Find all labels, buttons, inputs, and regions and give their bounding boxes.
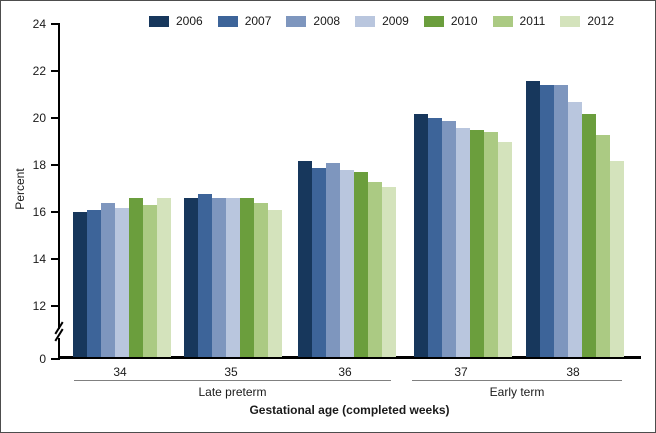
legend-label: 2009 <box>382 14 409 28</box>
bar-37-2011 <box>484 132 498 357</box>
bar-group-38 <box>526 27 624 357</box>
legend-item: 2007 <box>217 14 272 28</box>
category-label: 37 <box>454 365 468 379</box>
y-axis-tick-label: 12 <box>32 299 46 313</box>
legend-swatch <box>423 15 444 27</box>
chart-legend: 2006 2007 2008 2009 2010 2011 2012 <box>149 15 614 27</box>
bar-35-2009 <box>226 198 240 357</box>
category-group-label: Late preterm <box>198 385 267 399</box>
bar-37-2012 <box>498 141 512 357</box>
y-axis-title: Percent <box>13 168 27 210</box>
bar-38-2008 <box>554 85 568 357</box>
x-axis-title: Gestational age (completed weeks) <box>249 403 450 417</box>
bar-38-2007 <box>540 85 554 357</box>
bar-34-2008 <box>101 202 115 357</box>
category-label: 36 <box>338 365 352 379</box>
legend-swatch <box>149 15 169 27</box>
bar-34-2012 <box>157 198 171 357</box>
y-axis-tick-label: 20 <box>32 111 46 125</box>
bar-36-2007 <box>312 167 326 357</box>
bar-35-2010 <box>240 198 254 357</box>
bar-34-2006 <box>73 212 87 357</box>
legend-item: 2009 <box>355 15 409 27</box>
x-axis-labels: 34 35 36 37 38 Late preterm Early term <box>58 359 641 419</box>
y-axis-tick-label: 14 <box>32 252 46 266</box>
category-group-rule <box>74 380 391 381</box>
legend-item: 2011 <box>492 14 546 28</box>
bar-34-2007 <box>87 210 101 357</box>
bar-38-2010 <box>582 113 596 357</box>
legend-swatch <box>560 15 581 27</box>
bar-group-36 <box>298 27 396 357</box>
category-label: 34 <box>113 365 127 379</box>
bar-35-2011 <box>254 202 268 357</box>
bar-38-2011 <box>596 134 610 357</box>
bar-35-2008 <box>212 198 226 357</box>
category-label: 38 <box>566 365 580 379</box>
y-axis-tick <box>51 70 60 72</box>
legend-swatch <box>217 15 238 27</box>
legend-label: 2010 <box>450 14 478 28</box>
legend-label: 2006 <box>176 14 203 28</box>
legend-item: 2006 <box>149 15 203 27</box>
y-axis-tick <box>51 211 60 213</box>
y-axis-tick-label: 24 <box>32 17 46 31</box>
bar-37-2007 <box>428 118 442 357</box>
bar-34-2010 <box>129 198 143 357</box>
legend-item: 2008 <box>286 15 340 27</box>
y-axis-tick <box>51 305 60 307</box>
y-axis-tick <box>51 358 60 360</box>
bar-36-2008 <box>326 163 340 357</box>
x-axis-line <box>58 356 641 359</box>
y-axis-tick-label: 0 <box>39 352 46 366</box>
category-label: 35 <box>224 365 238 379</box>
bar-group-34 <box>73 27 171 357</box>
bar-35-2007 <box>198 193 212 357</box>
bar-37-2006 <box>414 113 428 357</box>
bar-34-2009 <box>115 207 129 357</box>
bar-34-2011 <box>143 205 157 357</box>
y-axis-tick <box>51 258 60 260</box>
legend-swatch <box>286 15 307 27</box>
bar-group-35 <box>184 27 282 357</box>
bar-38-2009 <box>568 101 582 357</box>
y-axis-tick <box>51 23 60 25</box>
y-axis-tick-label: 16 <box>32 205 46 219</box>
bar-35-2006 <box>184 198 198 357</box>
legend-swatch <box>355 15 376 27</box>
y-axis-tick <box>51 117 60 119</box>
bar-37-2009 <box>456 127 470 357</box>
legend-item: 2012 <box>560 15 614 27</box>
legend-label: 2012 <box>587 14 615 28</box>
bar-35-2012 <box>268 210 282 357</box>
category-group-label: Early term <box>489 385 545 399</box>
bar-37-2008 <box>442 120 456 357</box>
y-axis-tick <box>51 164 60 166</box>
y-axis-tick-label: 18 <box>32 158 46 172</box>
bar-36-2012 <box>382 186 396 357</box>
legend-label: 2011 <box>519 14 546 28</box>
bar-36-2009 <box>340 170 354 357</box>
bar-group-37 <box>414 27 512 357</box>
bar-37-2010 <box>470 130 484 357</box>
legend-swatch <box>492 15 513 27</box>
bar-36-2010 <box>354 172 368 357</box>
legend-item: 2010 <box>423 14 478 28</box>
bar-36-2006 <box>298 160 312 357</box>
y-axis-tick-label: 22 <box>32 64 46 78</box>
legend-label: 2008 <box>313 14 341 28</box>
legend-label: 2007 <box>244 14 272 28</box>
category-group-rule <box>412 380 622 381</box>
bar-38-2006 <box>526 80 540 357</box>
bar-36-2011 <box>368 181 382 357</box>
plot-area: 0 12 14 16 18 20 22 24 <box>33 18 641 365</box>
bar-38-2012 <box>610 160 624 357</box>
